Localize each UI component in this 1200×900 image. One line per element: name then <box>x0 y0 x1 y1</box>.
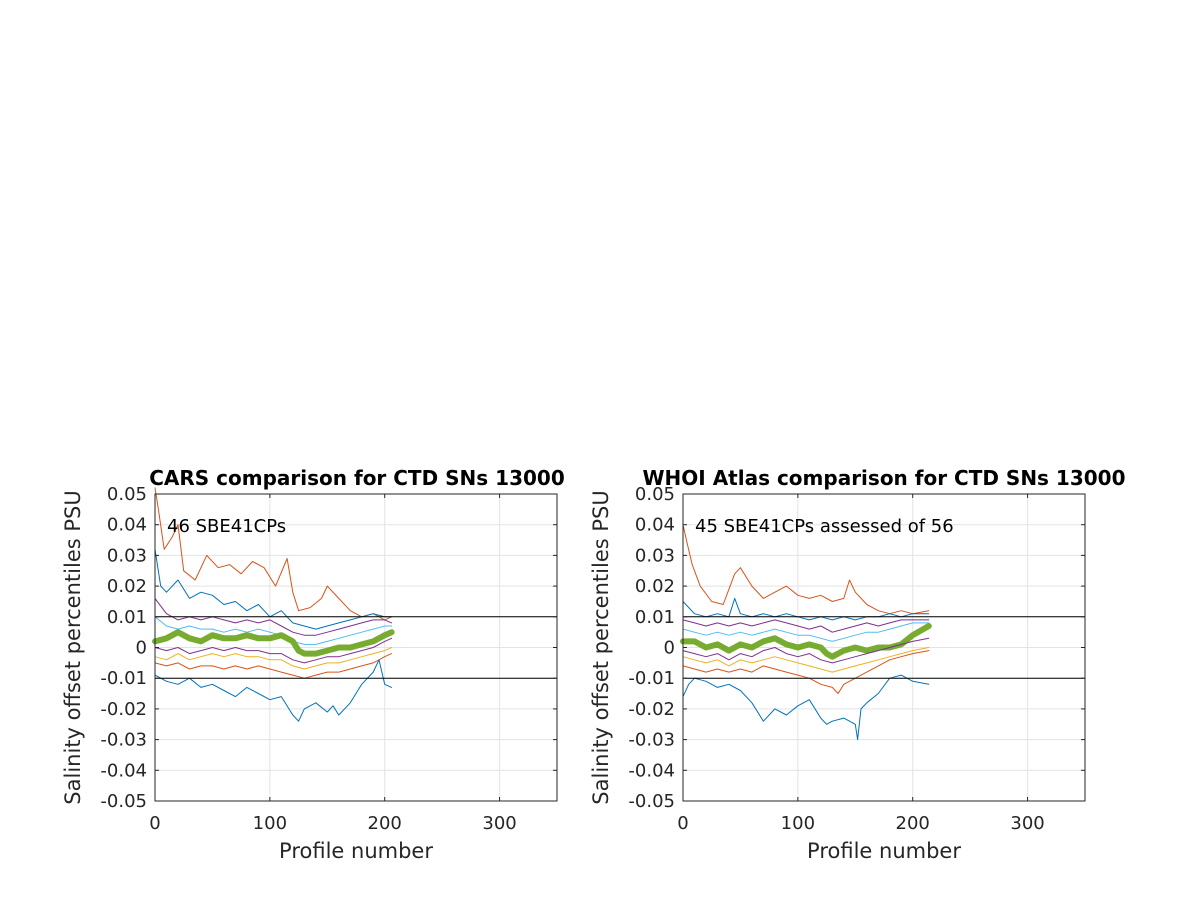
y-tick-label: -0.01 <box>628 668 675 689</box>
chart-title: WHOI Atlas comparison for CTD SNs 13000 <box>642 466 1125 490</box>
series-line-8 <box>154 659 393 722</box>
series-line-8 <box>682 674 930 741</box>
y-tick-label: 0.03 <box>107 545 147 566</box>
left-panel-cars: 0 100 200 300 -0.05 -0.04 -0.03 -0.02 -0.01 0 0.01… <box>61 466 565 863</box>
x-tick-label: 200 <box>896 813 930 834</box>
y-tick-label: 0.05 <box>107 484 147 505</box>
y-tick-label: -0.05 <box>628 791 675 812</box>
series-line-7 <box>154 653 393 679</box>
y-tick-label: 0.02 <box>107 576 147 597</box>
y-tick-label: 0.04 <box>635 515 675 536</box>
y-tick-label: -0.02 <box>100 699 147 720</box>
chart-title: CARS comparison for CTD SNs 13000 <box>149 466 564 490</box>
series-line-0 <box>154 487 393 621</box>
y-axis-label: Salinity offset percentiles PSU <box>589 490 613 804</box>
y-tick-label: -0.04 <box>100 760 147 781</box>
y-tick-label: -0.01 <box>100 668 147 689</box>
series-line-4 <box>680 623 932 660</box>
x-tick-label: 100 <box>781 813 815 834</box>
y-axis-label: Salinity offset percentiles PSU <box>61 490 85 804</box>
y-tick-label: -0.05 <box>100 791 147 812</box>
series-line-6 <box>154 647 393 670</box>
y-tick-label: 0.05 <box>635 484 675 505</box>
x-axis-label: Profile number <box>807 839 961 863</box>
right-panel-whoi: 0 100 200 300 -0.05 -0.04 -0.03 -0.02 -0.01 0 0.01… <box>589 466 1126 863</box>
x-tick-label: 200 <box>368 813 402 834</box>
x-tick-label: 300 <box>482 813 516 834</box>
x-axis-label: Profile number <box>279 839 433 863</box>
series-line-5 <box>154 637 393 664</box>
series-line-6 <box>682 647 930 673</box>
x-tick-label: 100 <box>253 813 287 834</box>
y-tick-label: -0.03 <box>100 730 147 751</box>
annotation-text: 46 SBE41CPs <box>167 516 286 537</box>
y-tick-label: 0.01 <box>107 607 147 628</box>
series-line-5 <box>682 637 930 664</box>
y-tick-label: 0.03 <box>635 545 675 566</box>
y-tick-label: 0 <box>664 638 675 659</box>
y-tick-label: -0.03 <box>628 730 675 751</box>
series-line-3 <box>682 622 930 642</box>
y-tick-label: 0.01 <box>635 607 675 628</box>
series-line-2 <box>154 597 393 636</box>
y-tick-label: -0.02 <box>628 699 675 720</box>
x-tick-label: 300 <box>1010 813 1044 834</box>
x-tick-label: 0 <box>677 813 688 834</box>
y-tick-label: 0.02 <box>635 576 675 597</box>
series-line-0 <box>682 524 930 615</box>
series-line-2 <box>682 619 930 633</box>
series-line-4 <box>152 629 395 657</box>
y-tick-label: -0.04 <box>628 760 675 781</box>
y-tick-label: 0.04 <box>107 515 147 536</box>
y-tick-label: 0 <box>136 638 147 659</box>
annotation-text: 45 SBE41CPs assessed of 56 <box>695 516 954 537</box>
x-tick-label: 0 <box>149 813 160 834</box>
